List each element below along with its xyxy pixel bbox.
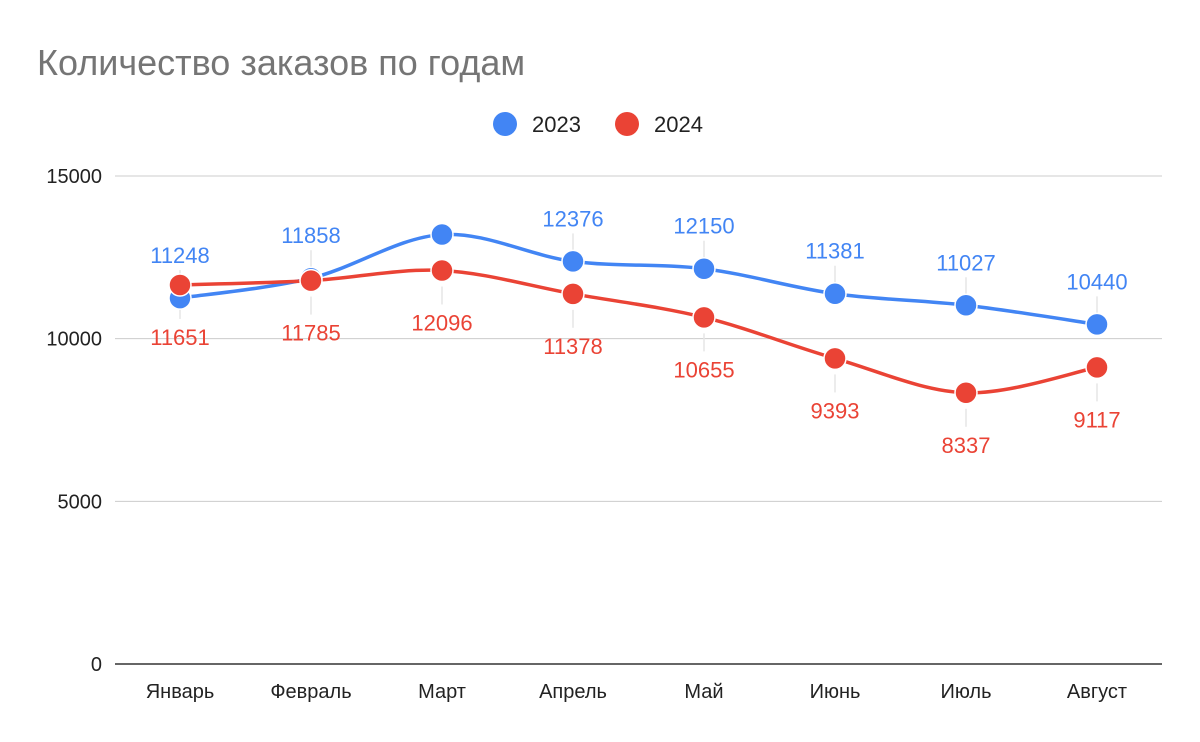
legend-label-2023: 2023 (532, 112, 581, 137)
data-label-2024: 10655 (673, 357, 734, 382)
series-points (168, 222, 1109, 405)
data-label-2023: 11858 (281, 223, 341, 248)
data-labels: 11248 11858 12376 12150 11381 11027 10440 11651… (150, 206, 1127, 457)
series-line-2024 (178, 268, 1099, 395)
y-tick-label: 15000 (46, 166, 102, 188)
data-point-2023[interactable] (692, 256, 716, 281)
data-label-2024: 9117 (1073, 407, 1120, 432)
data-point-2023[interactable] (954, 293, 978, 318)
x-tick-label: Август (1067, 681, 1127, 703)
y-tick-label: 5000 (58, 491, 103, 513)
data-point-2024[interactable] (430, 258, 454, 283)
y-tick-label: 0 (91, 654, 102, 676)
data-label-2024: 11651 (150, 325, 210, 350)
data-label-2024: 8337 (942, 433, 991, 458)
y-axis-ticks: 0 5000 10000 15000 (46, 166, 102, 676)
series-lines (178, 232, 1099, 427)
data-point-2024[interactable] (1085, 355, 1109, 380)
data-point-2024[interactable] (692, 305, 716, 330)
data-label-2024: 11378 (543, 334, 603, 359)
data-point-2024[interactable] (168, 273, 192, 297)
gridlines (115, 175, 1162, 665)
x-tick-label: Май (684, 681, 723, 703)
data-label-2023: 12150 (673, 214, 734, 239)
series-line-2023 (178, 232, 1099, 327)
data-label-2023: 10440 (1066, 269, 1127, 294)
x-tick-label: Июнь (810, 681, 861, 703)
legend-marker-2023 (493, 112, 517, 136)
data-label-2023: 11027 (936, 250, 996, 275)
chart-title: Количество заказов по годам (37, 42, 525, 83)
data-label-2023: 11248 (150, 243, 210, 268)
data-point-2024[interactable] (299, 268, 323, 293)
x-tick-label: Январь (146, 681, 215, 703)
data-label-2024: 11785 (281, 321, 341, 346)
data-point-2023[interactable] (1085, 312, 1109, 337)
legend-marker-2024 (615, 112, 639, 136)
legend-label-2024: 2024 (654, 112, 703, 137)
x-tick-label: Апрель (539, 681, 607, 703)
data-label-2023: 11381 (805, 239, 865, 264)
data-point-2024[interactable] (954, 381, 978, 405)
data-point-2023[interactable] (430, 222, 454, 247)
legend: 2023 2024 (493, 112, 703, 137)
x-tick-label: Июль (940, 681, 991, 703)
data-point-2024[interactable] (561, 282, 585, 306)
x-axis-ticks: Январь Февраль Март Апрель Май Июнь Июль Август (146, 681, 1127, 703)
x-tick-label: Март (418, 681, 466, 703)
y-tick-label: 10000 (46, 329, 102, 351)
data-point-2023[interactable] (823, 281, 847, 306)
data-label-2023: 12376 (542, 206, 603, 231)
data-point-2024[interactable] (823, 346, 847, 371)
x-tick-label: Февраль (270, 681, 351, 703)
data-label-2024: 12096 (411, 310, 472, 335)
data-point-2023[interactable] (561, 249, 585, 274)
data-label-2024: 9393 (811, 398, 860, 423)
